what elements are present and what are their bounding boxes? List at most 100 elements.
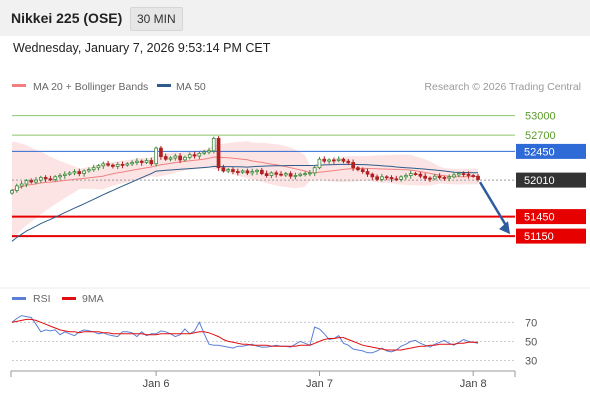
candle-body: [43, 177, 48, 180]
rsi-line: [11, 315, 479, 354]
candle: [130, 160, 134, 166]
candle-body: [447, 176, 452, 179]
candle-body: [471, 175, 476, 177]
candle: [255, 168, 259, 175]
candle: [317, 156, 322, 170]
ma9-legend-swatch: [62, 297, 76, 300]
candle-body: [187, 154, 192, 158]
ma50-legend-swatch: [157, 84, 171, 87]
candle-body: [360, 169, 365, 173]
candle: [466, 171, 471, 179]
candle: [202, 149, 206, 155]
candle: [197, 151, 202, 160]
candle: [240, 169, 245, 174]
level-text: 53000: [525, 111, 556, 123]
candle-body: [298, 173, 303, 176]
candle: [423, 173, 428, 181]
candle-body: [221, 167, 226, 172]
candle: [72, 169, 77, 176]
candle: [399, 175, 404, 182]
candle-body: [375, 176, 380, 180]
candle-body: [96, 165, 101, 169]
candle: [356, 166, 360, 172]
candle-body: [139, 160, 144, 163]
candle: [288, 171, 293, 179]
candle: [168, 156, 173, 162]
candle-body: [317, 158, 322, 169]
candle-body: [202, 151, 206, 154]
candle: [413, 171, 418, 176]
level-tag: [516, 172, 586, 188]
level-text: 52010: [524, 175, 555, 187]
candle: [101, 161, 106, 169]
x-tick-label: Jan 7: [306, 378, 333, 390]
candle-body: [259, 169, 264, 175]
candle-body: [183, 156, 187, 161]
level-text: 52450: [524, 146, 555, 158]
candle-body: [53, 176, 58, 180]
candle: [163, 153, 168, 161]
candle: [63, 171, 67, 179]
candle: [442, 175, 447, 181]
candle: [432, 173, 437, 181]
candle-body: [476, 175, 480, 180]
candle-body: [380, 176, 384, 180]
timeframe-badge[interactable]: 30 MIN: [130, 7, 183, 31]
candle: [192, 151, 197, 159]
candle-body: [288, 173, 293, 177]
candle-body: [307, 172, 312, 175]
candle: [322, 156, 327, 164]
candle-body: [250, 171, 255, 174]
candle-body: [269, 172, 274, 176]
candle-body: [231, 169, 235, 173]
candle-body: [245, 170, 250, 174]
candle-body: [14, 185, 19, 191]
candle: [139, 159, 144, 166]
candle-body: [82, 170, 86, 174]
candle-body: [264, 173, 269, 177]
candle: [461, 171, 466, 177]
candle: [77, 168, 82, 177]
candle-body: [125, 163, 130, 166]
candle: [370, 172, 375, 180]
candle-body: [408, 173, 413, 177]
rsi-legend-swatch: [12, 297, 26, 300]
candle-body: [111, 164, 115, 167]
ma20-line: [11, 156, 479, 191]
candle: [10, 188, 14, 195]
candle-body: [384, 176, 389, 179]
candle-body: [283, 173, 288, 176]
candle-body: [159, 147, 163, 158]
candle: [327, 158, 331, 164]
candle-body: [87, 169, 91, 172]
candle-body: [370, 173, 375, 178]
candle-body: [461, 173, 466, 176]
forecast-arrowhead: [499, 221, 510, 235]
level-text: 52700: [525, 130, 556, 142]
candle: [19, 181, 24, 189]
price-panel: 53000 52700 52450 52010 51450 51150: [0, 111, 590, 289]
candle: [96, 164, 101, 171]
candle: [24, 179, 29, 188]
candle-body: [77, 171, 82, 175]
candle-body: [394, 178, 399, 181]
candle: [149, 157, 154, 166]
candle: [183, 155, 187, 162]
candle-body: [389, 177, 394, 180]
candle: [58, 173, 62, 180]
candle-body: [216, 137, 221, 169]
candle-body: [48, 178, 53, 181]
candle: [394, 175, 399, 182]
candle: [293, 172, 298, 180]
candle: [216, 136, 221, 171]
candle-body: [346, 160, 351, 163]
candle-body: [428, 177, 432, 180]
level-label-52010: 52010: [516, 172, 586, 188]
candle: [269, 171, 274, 179]
candle-body: [437, 175, 442, 178]
candle: [125, 162, 130, 167]
x-tick-label: Jan 6: [143, 378, 170, 390]
candle-body: [192, 154, 197, 157]
ma20-legend-label: MA 20 + Bollinger Bands: [33, 81, 148, 93]
